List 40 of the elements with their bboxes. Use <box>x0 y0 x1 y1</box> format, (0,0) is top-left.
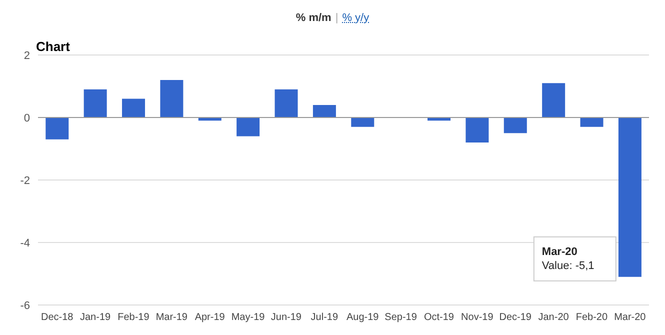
bar <box>122 98 146 118</box>
x-tick-label: Mar-20 <box>614 312 646 324</box>
x-tick-label: Apr-19 <box>194 312 226 324</box>
x-tick-label: Mar-19 <box>156 312 188 324</box>
bar <box>580 118 604 127</box>
x-tick-label: Jan-20 <box>538 312 570 324</box>
bar <box>274 89 298 118</box>
bar <box>160 80 184 118</box>
x-tick-label: May-19 <box>231 312 266 324</box>
annotation: Mar-20 <box>542 246 578 258</box>
x-tick-label: Nov-19 <box>461 312 494 324</box>
x-tick-label: Feb-20 <box>576 312 608 324</box>
x-tick-label: Jul-19 <box>310 312 338 324</box>
bar <box>46 118 69 140</box>
y-tick-label: 2 <box>24 50 30 62</box>
bar <box>312 105 336 118</box>
x-tick-label: Aug-19 <box>346 312 380 324</box>
bar <box>466 118 489 142</box>
x-tick-label: Dec-19 <box>499 312 532 324</box>
y-tick-label: 0 <box>24 112 30 124</box>
text: | <box>335 12 338 24</box>
x-tick-label: Jun-19 <box>270 312 302 324</box>
bar <box>504 118 527 134</box>
bar <box>84 89 107 118</box>
y-tick-label: -2 <box>20 174 30 187</box>
x-tick-label: Feb-19 <box>118 312 150 324</box>
text: % m/m <box>296 12 332 24</box>
bar <box>542 83 566 118</box>
y-tick-label: -6 <box>20 300 30 312</box>
x-tick-label: Sep-19 <box>384 312 418 324</box>
bar <box>618 118 642 277</box>
x-tick-label: Dec-18 <box>40 312 74 324</box>
text: % y/y <box>342 12 370 24</box>
bar <box>236 118 260 136</box>
y-tick-label: -4 <box>20 237 30 250</box>
x-tick-label: Jan-19 <box>80 312 112 324</box>
x-tick-label: Oct-19 <box>424 312 454 324</box>
annotation: Value: -5,1 <box>542 260 594 272</box>
bar <box>351 118 374 127</box>
chart-title: Chart <box>36 39 70 54</box>
